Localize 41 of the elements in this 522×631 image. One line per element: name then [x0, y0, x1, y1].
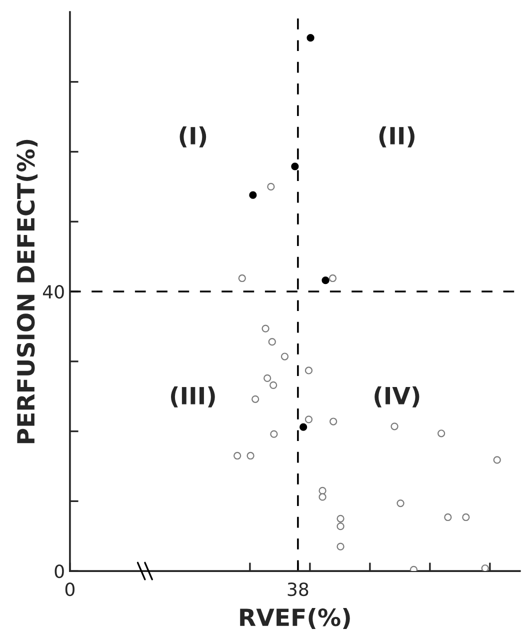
x-tick-label: 38 [288, 582, 308, 596]
point [280, 352, 289, 360]
point [264, 374, 272, 382]
point [410, 566, 418, 572]
point [318, 493, 326, 501]
point [252, 395, 260, 403]
point [336, 542, 344, 550]
point [444, 513, 452, 522]
point [268, 338, 276, 346]
annotation: (II) [379, 126, 414, 148]
point [318, 486, 326, 494]
point [304, 366, 313, 374]
point [336, 514, 344, 522]
point [336, 522, 344, 530]
point [481, 564, 489, 572]
annotation: (III) [171, 386, 215, 408]
point [249, 191, 257, 199]
point [322, 276, 330, 284]
point [438, 430, 446, 438]
point [306, 34, 314, 42]
y-axis-title: PERFUSION DEFECT(%) [16, 140, 38, 444]
x-axis-title: RVEF(%) [240, 608, 350, 630]
point [396, 499, 404, 508]
point [262, 324, 270, 332]
point [304, 416, 313, 424]
point [267, 182, 275, 191]
point [234, 452, 242, 460]
point [462, 513, 470, 522]
point [246, 452, 254, 460]
point [238, 274, 246, 282]
annotation: (I) [180, 126, 206, 148]
point [330, 418, 338, 426]
y-tick-label: 40 [42, 284, 64, 299]
point [328, 274, 337, 282]
point [291, 162, 299, 170]
point [493, 456, 501, 464]
point [270, 430, 278, 438]
annotation: (IV) [374, 386, 420, 408]
point [390, 422, 398, 430]
point [300, 423, 308, 431]
point [270, 381, 278, 389]
